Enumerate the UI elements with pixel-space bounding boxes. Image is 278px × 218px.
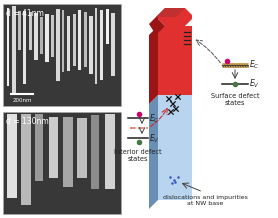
Bar [35, 114, 43, 181]
Bar [49, 117, 58, 178]
Bar [91, 114, 99, 189]
Polygon shape [149, 95, 158, 209]
Text: Interior defect
states: Interior defect states [114, 149, 162, 162]
Text: $E_V$: $E_V$ [149, 133, 160, 145]
Bar [24, 11, 26, 84]
Bar [101, 10, 103, 80]
Text: $E_V$: $E_V$ [249, 78, 260, 90]
Bar [73, 14, 76, 66]
Bar [3, 4, 121, 106]
Bar [3, 112, 121, 214]
Bar [34, 13, 38, 60]
Bar [78, 10, 81, 70]
Bar [29, 12, 32, 50]
Text: d = 41nm: d = 41nm [6, 9, 44, 18]
Polygon shape [149, 26, 158, 104]
Text: $E_C$: $E_C$ [249, 59, 260, 71]
Bar [62, 10, 64, 72]
Text: dislocations and impurities
at NW base: dislocations and impurities at NW base [163, 195, 247, 206]
Bar [40, 17, 43, 53]
Bar [7, 8, 9, 86]
Bar [13, 7, 16, 95]
Text: 200nm: 200nm [12, 98, 32, 103]
Bar [106, 9, 109, 44]
Polygon shape [158, 8, 192, 26]
Bar [51, 15, 54, 57]
Bar [77, 118, 87, 178]
Bar [63, 117, 73, 187]
Polygon shape [158, 26, 192, 95]
Bar [95, 8, 97, 84]
Polygon shape [158, 95, 192, 200]
Bar [56, 9, 59, 81]
Bar [90, 16, 93, 74]
Polygon shape [149, 15, 165, 35]
Bar [18, 11, 21, 50]
Text: Surface defect
states: Surface defect states [211, 93, 259, 106]
Bar [7, 114, 17, 198]
Bar [84, 12, 87, 67]
Polygon shape [156, 8, 185, 17]
Bar [68, 16, 70, 71]
Text: d = 130nm: d = 130nm [6, 117, 49, 126]
Text: $E_C$: $E_C$ [149, 113, 160, 125]
Bar [21, 114, 31, 205]
Bar [111, 13, 115, 76]
Bar [105, 114, 115, 189]
Bar [46, 14, 49, 62]
